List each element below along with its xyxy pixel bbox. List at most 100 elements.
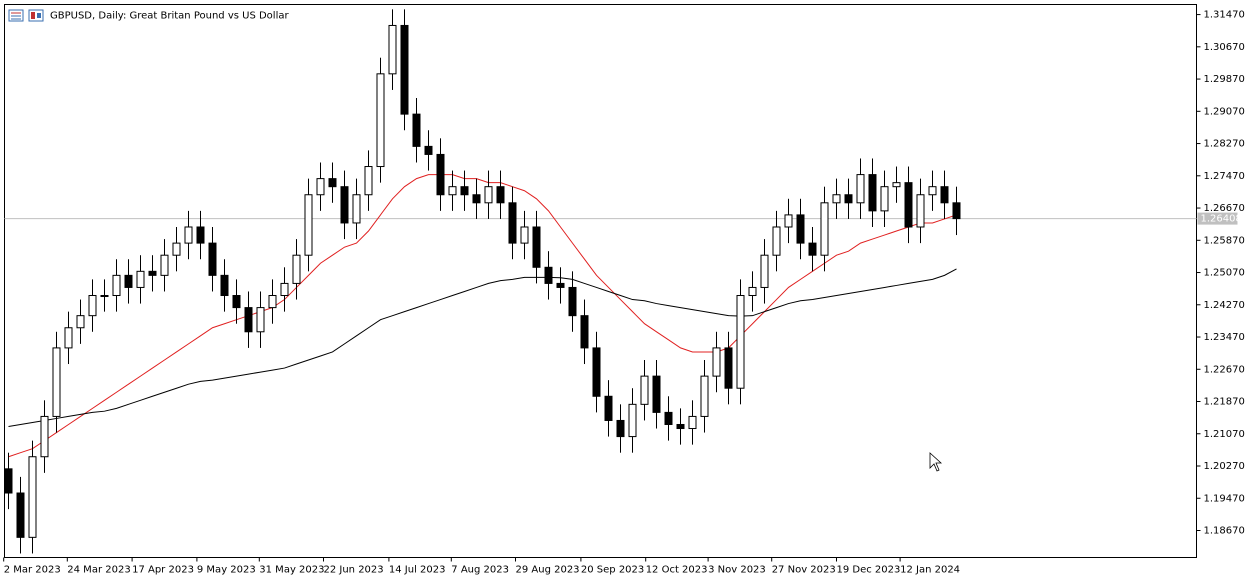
candle-body — [640, 375, 649, 405]
candle-body — [196, 226, 205, 244]
candle-body — [856, 174, 865, 204]
x-tick-label: 29 Aug 2023 — [515, 565, 579, 576]
plot-frame — [4, 4, 1197, 558]
candle-body — [208, 242, 217, 276]
candle-body — [916, 194, 925, 228]
candle-body — [676, 423, 685, 430]
candle-body — [604, 395, 613, 421]
candle-body — [904, 182, 913, 228]
candle-body — [268, 295, 277, 309]
candle-body — [160, 254, 169, 276]
candle-body — [844, 194, 853, 204]
candle-body — [868, 174, 877, 212]
candle-body — [340, 186, 349, 224]
candle-body — [532, 226, 541, 268]
candle-body — [220, 274, 229, 297]
x-tick-label: 20 Sep 2023 — [581, 565, 644, 576]
candle-body — [508, 202, 517, 244]
x-tick-label: 9 May 2023 — [197, 565, 256, 576]
candle-body — [448, 186, 457, 196]
candle-body — [832, 194, 841, 204]
candle-body — [724, 347, 733, 389]
candle-body — [664, 411, 673, 425]
candle-body — [580, 315, 589, 349]
candle-body — [736, 295, 745, 389]
icon — [28, 9, 44, 22]
y-tick-label: 1.29870 — [1204, 74, 1245, 85]
candle-body — [952, 202, 961, 220]
candle-body — [748, 286, 757, 297]
candle-body — [712, 347, 721, 377]
y-tick-label: 1.31470 — [1204, 10, 1245, 21]
candle-body — [64, 327, 73, 349]
x-tick-label: 2 Mar 2023 — [4, 565, 61, 576]
candle-body — [940, 186, 949, 204]
y-tick-label: 1.21870 — [1204, 397, 1245, 408]
x-tick-label: 12 Jan 2024 — [900, 565, 960, 576]
candle-body — [364, 166, 373, 196]
x-tick-label: 17 Apr 2023 — [132, 565, 194, 576]
candle-body — [808, 242, 817, 256]
x-tick-label: 31 May 2023 — [259, 565, 324, 576]
candle-body — [772, 226, 781, 256]
y-tick-label: 1.29070 — [1204, 106, 1245, 117]
candle-body — [328, 178, 337, 188]
x-tick-label: 22 Jun 2023 — [323, 565, 383, 576]
chart-icons — [8, 9, 44, 22]
y-tick-label: 1.26670 — [1204, 203, 1245, 214]
candle-body — [412, 113, 421, 147]
candle-body — [124, 274, 133, 288]
candle-body — [316, 178, 325, 196]
candle-body — [148, 270, 157, 276]
candle-body — [232, 295, 241, 309]
x-tick-label: 12 Oct 2023 — [646, 565, 708, 576]
candle-body — [628, 403, 637, 438]
candle-body — [388, 24, 397, 75]
y-tick-label: 1.20270 — [1204, 461, 1245, 472]
candle-body — [280, 282, 289, 297]
candle-body — [820, 202, 829, 256]
x-tick-label: 19 Dec 2023 — [836, 565, 900, 576]
candle-body — [376, 73, 385, 168]
candle-body — [568, 286, 577, 317]
candle-body — [688, 415, 697, 430]
candle-body — [928, 186, 937, 196]
moving-average — [8, 268, 957, 427]
candle-body — [256, 307, 265, 333]
candle-body — [304, 194, 313, 256]
y-tick-label: 1.28270 — [1204, 139, 1245, 150]
candle-body — [700, 375, 709, 417]
x-tick-label: 27 Nov 2023 — [772, 565, 836, 576]
candle-body — [760, 254, 769, 288]
candle-body — [496, 186, 505, 204]
candle-body — [244, 307, 253, 333]
candle-body — [880, 186, 889, 212]
y-tick-label: 1.19470 — [1204, 493, 1245, 504]
y-tick-label: 1.18670 — [1204, 525, 1245, 536]
y-tick-label: 1.21070 — [1204, 429, 1245, 440]
y-tick-label: 1.25070 — [1204, 268, 1245, 279]
candle-body — [88, 295, 97, 317]
y-tick-label: 1.23470 — [1204, 332, 1245, 343]
candle-body — [292, 254, 301, 284]
candle-body — [796, 214, 805, 244]
candle-body — [52, 347, 61, 417]
y-tick-label: 1.24270 — [1204, 300, 1245, 311]
last-price-label: 1.26408 — [1201, 214, 1242, 225]
candle-body — [616, 419, 625, 438]
y-tick-label: 1.30670 — [1204, 42, 1245, 53]
candle-body — [472, 194, 481, 204]
y-tick-label: 1.27470 — [1204, 171, 1245, 182]
candle-body — [100, 295, 109, 298]
candle-body — [544, 266, 553, 284]
candle-body — [424, 145, 433, 155]
candle-body — [556, 282, 565, 288]
candle-body — [4, 468, 13, 494]
candle-body — [112, 274, 121, 297]
x-tick-label: 3 Nov 2023 — [708, 565, 766, 576]
x-tick-label: 7 Aug 2023 — [451, 565, 509, 576]
candle-body — [172, 242, 181, 256]
candle-body — [400, 24, 409, 115]
candle-body — [460, 186, 469, 196]
